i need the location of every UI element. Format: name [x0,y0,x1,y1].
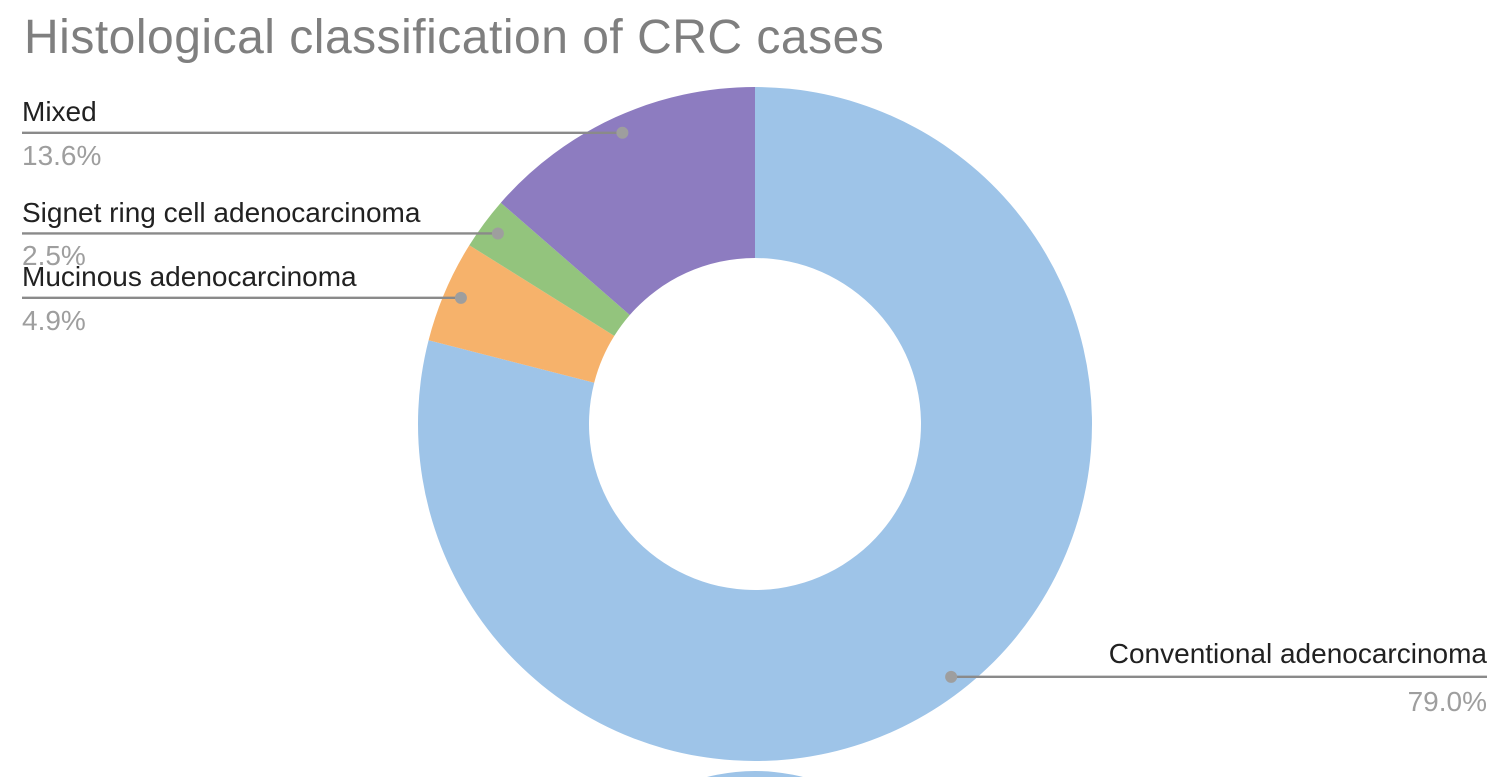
partial-circle-bottom-decoration [707,771,803,777]
slice-percent-mucinous-adenocarcinoma: 4.9% [22,304,86,336]
leader-dot-signet-ring-cell-adenocarcinoma [491,227,504,240]
slice-percent-mixed: 13.6% [22,139,102,171]
leader-dot-conventional-adenocarcinoma [945,670,958,683]
slice-mixed[interactable] [500,87,755,316]
slice-percent-signet-ring-cell-adenocarcinoma: 2.5% [22,240,86,272]
slice-mucinous-adenocarcinoma[interactable] [428,245,615,383]
leader-dot-mixed [616,126,629,139]
slice-label-signet-ring-cell-adenocarcinoma: Signet ring cell adenocarcinoma [22,197,421,229]
slice-label-mucinous-adenocarcinoma: Mucinous adenocarcinoma [22,261,357,293]
slice-conventional-adenocarcinoma[interactable] [417,87,1092,762]
slice-label-conventional-adenocarcinoma: Conventional adenocarcinoma [1108,638,1487,670]
slice-label-mixed: Mixed [22,96,97,128]
leader-dot-mucinous-adenocarcinoma [454,291,467,304]
chart-title: Histological classification of CRC cases [24,11,885,64]
slice-signet-ring-cell-adenocarcinoma[interactable] [469,202,630,336]
slice-percent-conventional-adenocarcinoma: 79.0% [1407,685,1487,717]
